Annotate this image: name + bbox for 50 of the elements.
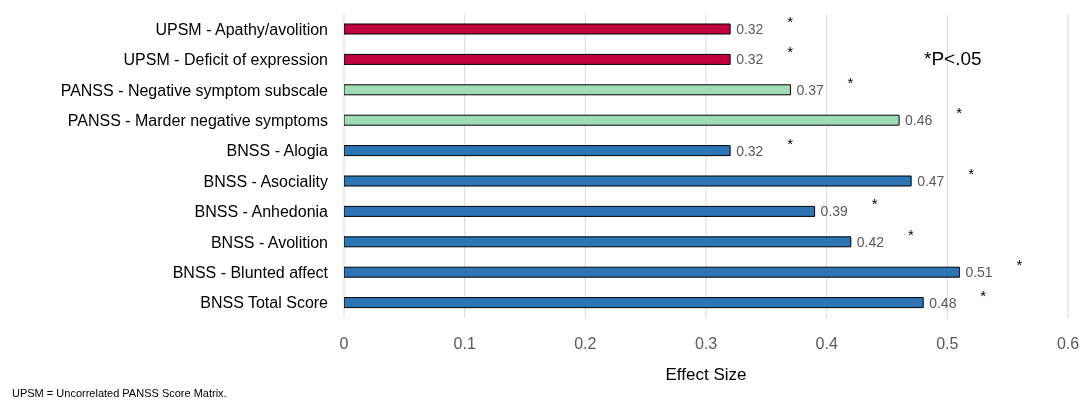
bar (344, 266, 960, 278)
y-tick-label: BNSS Total Score (200, 294, 329, 312)
annotation: * (787, 13, 794, 30)
bar (344, 297, 924, 309)
data-label: 0.46 (905, 112, 933, 129)
x-axis-title: Effect Size (665, 365, 747, 384)
annotation: * (871, 195, 878, 213)
y-tick-label: PANSS - Negative symptom subscale (60, 81, 329, 99)
y-tick-label: BNSS - Alogia (226, 142, 329, 160)
bar (344, 23, 731, 35)
x-tick-label: 0.6 (1056, 335, 1080, 353)
bar (344, 236, 852, 248)
annotation: * (847, 73, 854, 91)
y-tick-label: BNSS - Avolition (210, 233, 328, 251)
annotation: * (968, 165, 975, 182)
bar (344, 53, 731, 65)
data-label: 0.32 (736, 51, 764, 68)
x-tick-label: 0.2 (574, 335, 597, 353)
y-tick-label: BNSS - Asociality (203, 172, 328, 190)
y-tick-label: UPSM - Apathy/avolition (155, 20, 328, 38)
text: UPSM = Uncorrelated PANSS Score Matrix. (12, 387, 227, 399)
data-label: 0.42 (856, 233, 885, 250)
annotation: * (980, 286, 987, 304)
x-tick-label: 0.1 (453, 335, 476, 353)
annotation: * (787, 43, 794, 61)
annotation: * (956, 104, 963, 122)
y-tick-label: UPSM - Deficit of expression (123, 51, 328, 69)
y-tick-label: BNSS - Blunted affect (172, 264, 329, 282)
x-tick-label: 0.5 (936, 335, 959, 353)
y-tick-label: PANSS - Marder negative symptoms (67, 112, 328, 130)
annotation: *P<.05 (924, 48, 982, 70)
annotation: * (1016, 256, 1023, 274)
bar (344, 145, 731, 157)
x-tick-label: 0.4 (815, 335, 838, 353)
annotation: * (787, 134, 794, 152)
bar (344, 175, 912, 187)
bar (344, 84, 791, 96)
data-label: 0.37 (796, 81, 824, 98)
annotation: * (907, 225, 914, 243)
x-tick-label: 0.3 (694, 335, 718, 353)
bar (344, 205, 816, 217)
data-label: 0.32 (736, 20, 764, 37)
data-label: 0.32 (736, 142, 764, 159)
y-tick-label: BNSS - Anhedonia (194, 203, 329, 221)
data-label: 0.48 (929, 294, 957, 311)
data-label: 0.39 (820, 203, 849, 220)
bar (344, 114, 900, 126)
data-label: 0.51 (965, 264, 993, 281)
x-tick-label: 0 (339, 335, 349, 353)
data-label: 0.47 (917, 172, 945, 189)
